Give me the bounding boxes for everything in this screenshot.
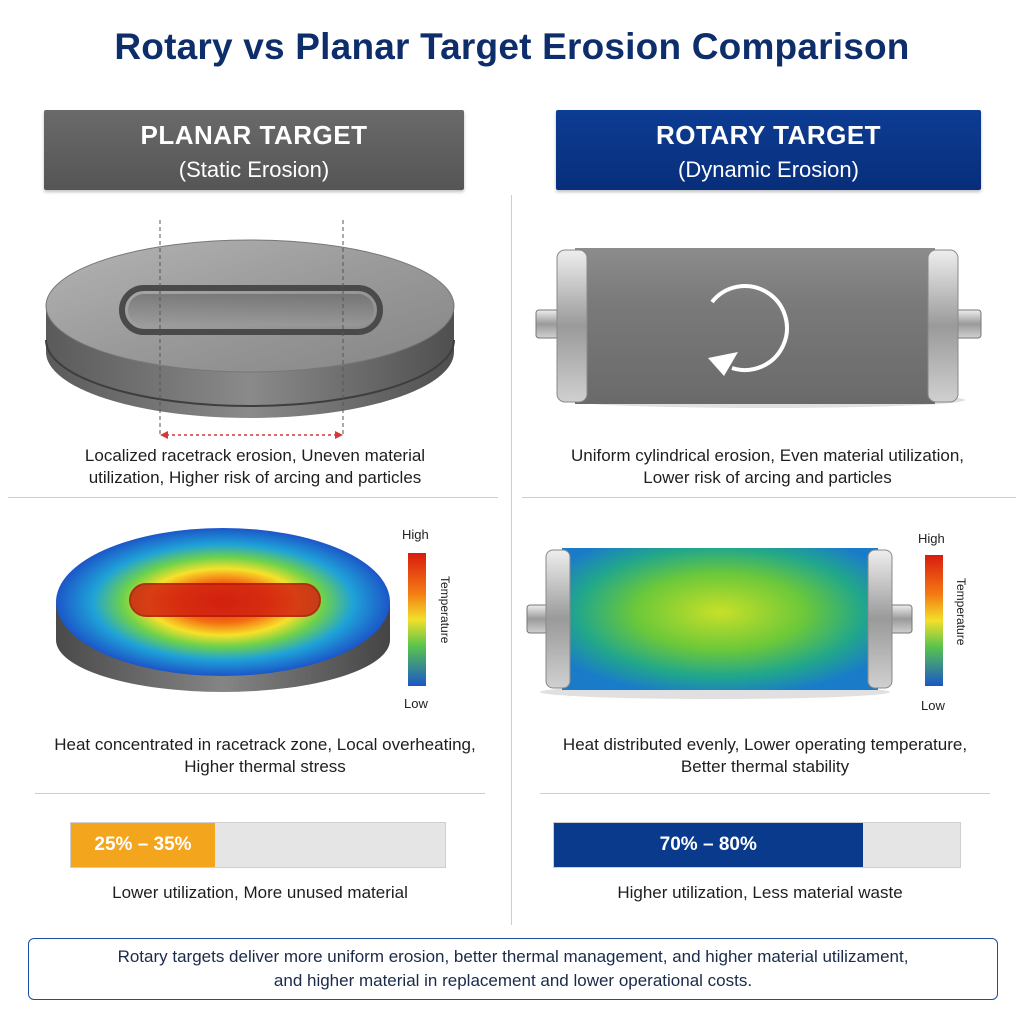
summary-line2: and higher material in replacement and l… [273,971,753,990]
row-divider-left-2 [35,793,485,794]
rotary-thermal-caption-line1: Heat distributed evenly, Lower operating… [562,735,968,754]
rotary-header-title: ROTARY TARGET [655,120,882,150]
rotary-legend-high: High [918,531,945,546]
rotary-erosion-caption-line2: Lower risk of arcing and particles [643,468,892,487]
planar-header-subtitle: (Static Erosion) [178,157,330,182]
row-divider-left-1 [8,497,498,498]
rotary-thermal-caption: Heat distributed evenly, Lower operating… [530,734,1000,778]
planar-utilization-fill: 25% – 35% [71,823,215,867]
rotary-utilization-fill: 70% – 80% [554,823,863,867]
planar-erosion-caption-line2: utilization, Higher risk of arcing and p… [88,468,422,487]
rotary-header: ROTARY TARGET (Dynamic Erosion) [556,110,981,190]
planar-thermal-caption: Heat concentrated in racetrack zone, Loc… [30,734,500,778]
rotary-thermal-caption-line2: Better thermal stability [680,757,850,776]
planar-legend-low: Low [404,696,428,711]
planar-header-title: PLANAR TARGET [140,120,368,150]
planar-thermal-caption-line1: Heat concentrated in racetrack zone, Loc… [54,735,476,754]
rotary-legend-low: Low [921,698,945,713]
summary-line1: Rotary targets deliver more uniform eros… [117,947,909,966]
row-divider-right-1 [522,497,1016,498]
rotary-erosion-caption-line1: Uniform cylindrical erosion, Even materi… [570,446,965,465]
rotary-header-subtitle: (Dynamic Erosion) [678,157,859,182]
planar-thermal-caption-line2: Higher thermal stress [184,757,346,776]
planar-legend-title: Temperature [438,576,452,644]
rotary-legend-title: Temperature [954,578,968,646]
rotary-utilization-bar: 70% – 80% [553,822,961,868]
row-divider-right-2 [540,793,990,794]
planar-utilization-caption: Lower utilization, More unused material [112,883,408,902]
column-divider [511,195,512,925]
rotary-erosion-caption: Uniform cylindrical erosion, Even materi… [540,445,995,489]
planar-header: PLANAR TARGET (Static Erosion) [44,110,464,190]
rotary-utilization-caption: Higher utilization, Less material waste [617,883,903,902]
planar-legend-high: High [402,527,429,542]
page-title: Rotary vs Planar Target Erosion Comparis… [114,26,910,67]
planar-erosion-caption: Localized racetrack erosion, Uneven mate… [40,445,470,489]
planar-erosion-caption-line1: Localized racetrack erosion, Uneven mate… [84,446,426,465]
summary-box: Rotary targets deliver more uniform eros… [28,938,998,1000]
planar-utilization-bar: 25% – 35% [70,822,446,868]
